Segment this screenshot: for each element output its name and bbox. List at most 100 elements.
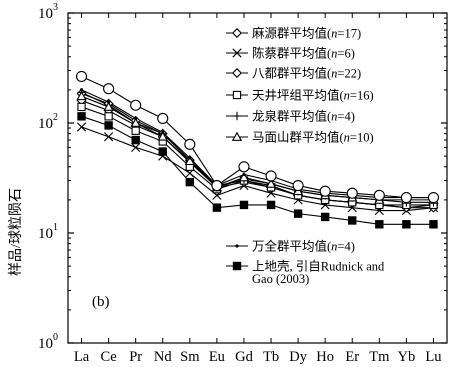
data-point [158,147,167,156]
data-point [238,161,250,173]
y-tick-label: 101 [38,222,58,242]
data-point [292,179,304,192]
legend-entry: 八都群平均值(n=22) [226,66,361,81]
data-point [157,131,168,141]
data-point [266,200,276,210]
series-markers [75,70,440,204]
data-point [131,142,141,152]
legend: 麻源群平均值(n=17) 陈蔡群平均值(n=6) 八都群平均值(n=22) 天井坪组平… [226,26,385,286]
data-point [76,90,87,101]
legend-label: 天井坪组平均值(n=16) [252,88,374,103]
y-axis-label: 样品/球粒陨石 [8,188,24,276]
data-point [373,189,385,201]
legend-entry: 陈蔡群平均值(n=6) [226,46,355,61]
data-point [104,121,113,130]
data-point [235,244,239,248]
data-point [427,192,440,204]
data-point [134,116,138,121]
x-tick-label: Eu [209,349,225,365]
x-tick-label: Ce [101,349,117,365]
panel-label: (b) [92,294,110,310]
data-point [232,111,242,121]
legend-label-line2: Gao (2003) [252,272,309,286]
x-axis: La Ce Pr Nd Sm Eu Gd Tb Dy Ho Er Tm Yb Lu [74,13,442,365]
data-point [131,126,140,135]
data-point [265,178,277,188]
data-point [157,112,169,124]
data-point [212,203,222,212]
legend-label: 八都群平均值(n=22) [252,66,361,81]
legend-label: 万全群平均值(n=4) [252,239,355,254]
data-point [211,179,223,192]
data-point [77,102,86,112]
data-point [429,220,438,229]
data-point [400,192,412,204]
x-tick-label: Tb [263,349,279,365]
data-point [320,212,330,222]
data-point [232,90,242,100]
data-point [77,112,86,121]
data-point [130,99,142,111]
x-tick-label: Lu [425,349,441,365]
series-markers [75,70,440,229]
data-point [293,209,303,218]
legend-entry: 天井坪组平均值(n=16) [226,88,374,103]
legend-label: 马面山群平均值(n=10) [252,130,374,145]
data-point [184,138,196,150]
legend-entry: 麻源群平均值(n=17) [226,26,361,41]
y-axis: 100 101 102 103 [38,2,447,352]
data-point [232,28,242,38]
x-tick-label: Pr [129,349,142,365]
x-tick-label: Ho [316,349,334,365]
data-point [130,117,141,127]
data-point [239,200,249,210]
data-point [348,216,357,225]
y-tick-label: 103 [38,2,58,22]
legend-label: 麻源群平均值(n=17) [252,26,361,41]
data-point [188,156,192,160]
plot-border [67,12,448,344]
legend-entry: 万全群平均值(n=4) [226,239,355,254]
data-point [103,83,115,95]
data-point [232,48,242,58]
series-markers [77,112,438,229]
data-point [107,100,111,104]
data-point [231,131,243,141]
x-tick-label: La [74,349,90,365]
data-point [185,177,195,187]
data-point [375,220,384,229]
y-tick-label: 100 [38,332,58,352]
legend-label: 上地壳, 引自Rudnick and [252,260,385,274]
legend-entry: 马面山群平均值(n=10) [226,130,374,145]
x-tick-label: Dy [289,349,307,365]
data-point [232,68,242,78]
data-point [131,135,140,145]
data-point [184,155,195,166]
legend-entry: 龙泉群平均值(n=4) [226,109,355,124]
x-tick-label: Er [345,349,359,365]
legend-label: 龙泉群平均值(n=4) [252,109,355,124]
data-point [232,261,242,271]
data-point [238,172,250,182]
x-tick-label: Nd [154,349,172,365]
data-point [103,101,114,111]
data-point [104,112,113,121]
data-point [76,122,87,132]
data-point [265,170,277,182]
data-point [161,130,165,135]
x-tick-label: Sm [180,349,200,365]
legend-label: 陈蔡群平均值(n=6) [252,46,355,61]
data-point [104,132,114,142]
data-point [402,220,411,229]
x-tick-label: Gd [235,349,253,365]
data-point [242,172,246,177]
data-point [79,88,84,92]
series-line [81,115,434,225]
data-point [346,187,358,199]
x-tick-label: Tm [369,349,390,365]
x-tick-label: Yb [398,349,416,365]
data-point [319,185,331,197]
data-point [75,70,88,82]
